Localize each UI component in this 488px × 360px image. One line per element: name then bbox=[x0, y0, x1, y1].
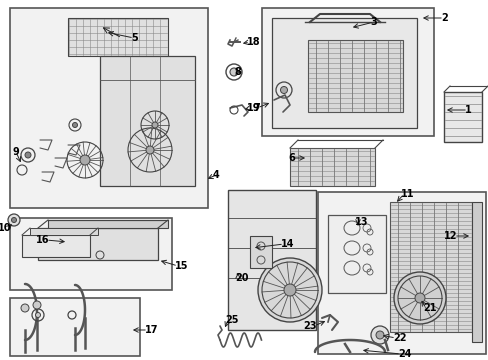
Circle shape bbox=[393, 272, 445, 324]
Text: 21: 21 bbox=[422, 303, 436, 313]
Text: 2: 2 bbox=[440, 13, 447, 23]
Text: 9: 9 bbox=[12, 147, 19, 157]
Text: 8: 8 bbox=[234, 67, 241, 77]
Text: 12: 12 bbox=[443, 231, 456, 241]
Text: 5: 5 bbox=[131, 33, 138, 43]
Bar bbox=[389, 202, 471, 332]
Circle shape bbox=[25, 152, 31, 158]
Circle shape bbox=[21, 304, 29, 312]
Text: 11: 11 bbox=[400, 189, 414, 199]
Circle shape bbox=[284, 284, 295, 296]
Text: 10: 10 bbox=[0, 223, 11, 233]
Circle shape bbox=[375, 331, 383, 339]
Circle shape bbox=[280, 86, 287, 94]
Text: 15: 15 bbox=[175, 261, 188, 271]
Text: 24: 24 bbox=[397, 349, 411, 359]
Bar bbox=[307, 40, 402, 112]
Bar bbox=[443, 92, 481, 142]
Bar bbox=[289, 148, 374, 186]
Circle shape bbox=[36, 312, 41, 318]
Bar bbox=[327, 215, 385, 293]
Bar bbox=[38, 228, 158, 260]
Text: 25: 25 bbox=[224, 315, 238, 325]
Circle shape bbox=[414, 293, 424, 303]
Circle shape bbox=[370, 326, 388, 344]
Text: 18: 18 bbox=[246, 37, 260, 47]
Circle shape bbox=[12, 217, 17, 222]
Circle shape bbox=[258, 258, 321, 322]
Circle shape bbox=[8, 214, 20, 226]
Text: 19: 19 bbox=[246, 103, 260, 113]
Circle shape bbox=[152, 122, 158, 128]
Bar bbox=[48, 220, 168, 228]
Circle shape bbox=[229, 68, 238, 76]
Bar bbox=[10, 298, 140, 356]
Text: 20: 20 bbox=[235, 273, 248, 283]
Text: 16: 16 bbox=[36, 235, 49, 245]
Circle shape bbox=[72, 122, 77, 127]
Bar bbox=[22, 235, 90, 257]
Bar bbox=[10, 8, 207, 208]
Bar bbox=[10, 218, 172, 290]
Text: 7: 7 bbox=[253, 103, 260, 113]
Text: 4: 4 bbox=[213, 170, 219, 180]
Bar bbox=[30, 228, 98, 235]
Bar bbox=[471, 202, 481, 342]
Text: 23: 23 bbox=[303, 321, 316, 331]
Circle shape bbox=[146, 146, 154, 154]
Bar bbox=[249, 236, 271, 268]
Bar bbox=[227, 190, 315, 330]
Text: 1: 1 bbox=[464, 105, 471, 115]
Text: 3: 3 bbox=[369, 17, 376, 27]
Bar bbox=[262, 8, 433, 136]
Circle shape bbox=[33, 301, 41, 309]
Text: 22: 22 bbox=[392, 333, 406, 343]
Bar bbox=[271, 18, 416, 128]
Bar bbox=[68, 18, 168, 56]
Bar bbox=[317, 192, 485, 354]
Text: 14: 14 bbox=[281, 239, 294, 249]
Text: 17: 17 bbox=[145, 325, 158, 335]
Circle shape bbox=[80, 155, 90, 165]
Text: 13: 13 bbox=[354, 217, 368, 227]
Bar bbox=[100, 56, 195, 186]
Text: 6: 6 bbox=[287, 153, 294, 163]
